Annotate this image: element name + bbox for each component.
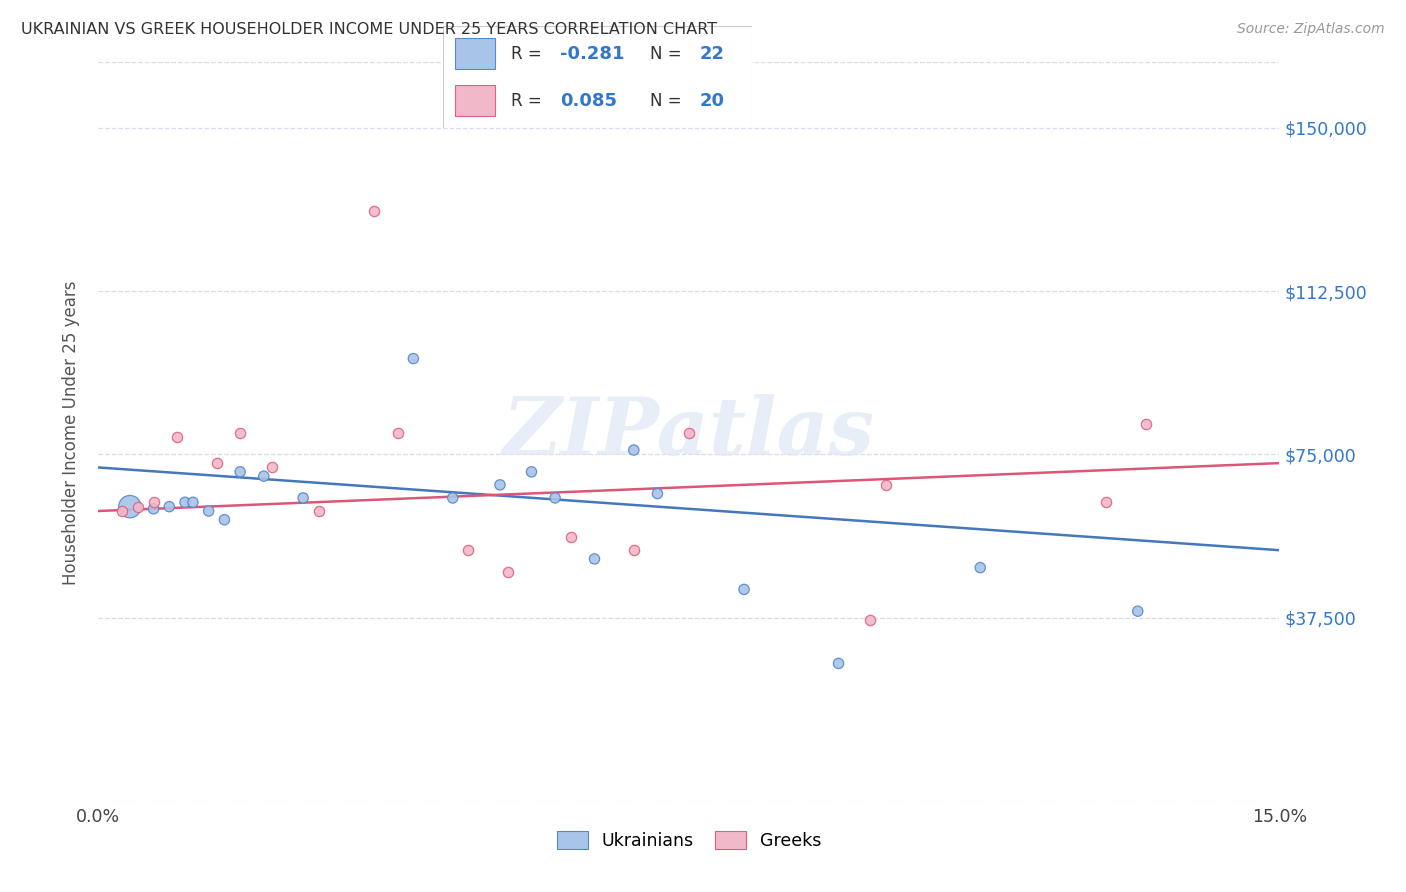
Point <box>1095 495 1118 509</box>
Point <box>583 552 606 566</box>
Point <box>560 530 582 544</box>
Point <box>363 203 385 218</box>
Point <box>875 478 897 492</box>
Point <box>214 513 236 527</box>
Point <box>441 491 464 505</box>
Point <box>260 460 283 475</box>
Point <box>1126 604 1149 618</box>
Point <box>229 425 252 440</box>
Text: R =: R = <box>510 92 547 110</box>
Point <box>623 443 645 458</box>
Text: 20: 20 <box>700 92 724 110</box>
Point <box>733 582 755 597</box>
Point <box>1135 417 1157 431</box>
Point <box>678 425 700 440</box>
FancyBboxPatch shape <box>443 26 752 128</box>
Point <box>111 504 134 518</box>
Text: ZIPatlas: ZIPatlas <box>503 394 875 471</box>
Text: N =: N = <box>650 45 688 62</box>
Point <box>827 657 849 671</box>
Point <box>127 500 149 514</box>
Point <box>544 491 567 505</box>
Point <box>969 560 991 574</box>
Point <box>457 543 479 558</box>
Text: 0.085: 0.085 <box>561 92 617 110</box>
Point <box>402 351 425 366</box>
Point <box>229 465 252 479</box>
Point <box>142 495 165 509</box>
Point <box>496 565 519 579</box>
Point <box>647 486 669 500</box>
Point <box>253 469 276 483</box>
Text: UKRAINIAN VS GREEK HOUSEHOLDER INCOME UNDER 25 YEARS CORRELATION CHART: UKRAINIAN VS GREEK HOUSEHOLDER INCOME UN… <box>21 22 717 37</box>
Point <box>157 500 180 514</box>
Text: N =: N = <box>650 92 688 110</box>
Point <box>197 504 219 518</box>
Text: R =: R = <box>510 45 547 62</box>
Point <box>520 465 543 479</box>
Point <box>623 543 645 558</box>
Point <box>489 478 512 492</box>
Text: Source: ZipAtlas.com: Source: ZipAtlas.com <box>1237 22 1385 37</box>
Point <box>166 430 188 444</box>
Point <box>387 425 409 440</box>
FancyBboxPatch shape <box>456 38 495 69</box>
Point <box>181 495 204 509</box>
Y-axis label: Householder Income Under 25 years: Householder Income Under 25 years <box>62 280 80 585</box>
Point <box>205 456 228 470</box>
Point <box>174 495 197 509</box>
Point <box>142 501 165 516</box>
Legend: Ukrainians, Greeks: Ukrainians, Greeks <box>550 824 828 857</box>
Point <box>292 491 315 505</box>
Point <box>859 613 882 627</box>
Text: 22: 22 <box>700 45 724 62</box>
Point <box>308 504 330 518</box>
Point <box>118 500 141 514</box>
FancyBboxPatch shape <box>456 86 495 116</box>
Text: -0.281: -0.281 <box>561 45 624 62</box>
